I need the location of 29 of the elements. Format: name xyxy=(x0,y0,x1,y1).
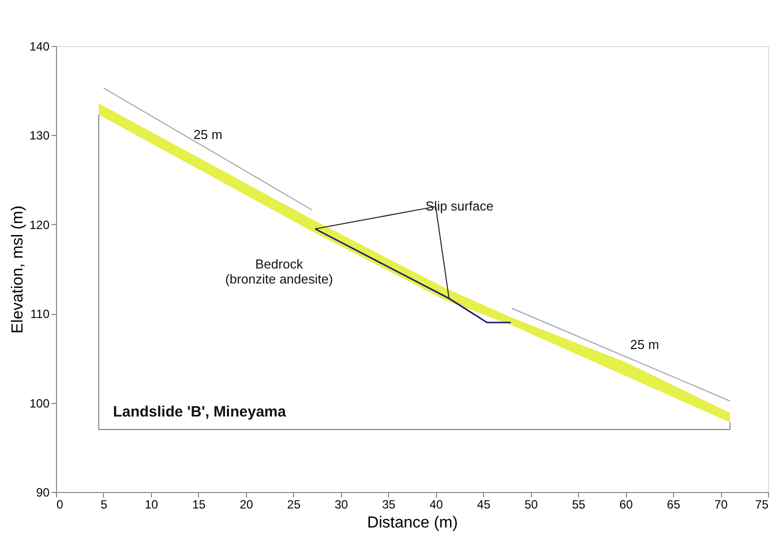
annotation: Landslide 'B', Mineyama xyxy=(112,404,287,421)
x-tick-label: 5 xyxy=(100,498,108,512)
x-tick-label: 30 xyxy=(334,498,348,512)
x-tick-label: 60 xyxy=(619,498,634,512)
x-tick-label: 45 xyxy=(477,498,491,512)
x-tick-label: 70 xyxy=(714,498,728,512)
x-tick-label: 55 xyxy=(572,498,586,512)
y-tick-label: 120 xyxy=(29,218,50,232)
y-tick-label: 140 xyxy=(29,40,50,54)
y-tick-label: 130 xyxy=(29,128,50,143)
x-tick-label: 25 xyxy=(287,498,301,512)
y-tick-label: 110 xyxy=(30,307,50,322)
y-tick-label: 100 xyxy=(29,396,50,410)
annotation: Slip surface xyxy=(426,198,494,214)
x-tick-label: 35 xyxy=(382,498,396,512)
x-tick-label: 20 xyxy=(240,498,254,512)
x-tick-label: 15 xyxy=(192,498,206,512)
y-tick-label: 90 xyxy=(36,486,50,500)
x-tick-label: 75 xyxy=(755,498,769,512)
x-tick-label: 0 xyxy=(56,498,64,512)
x-tick-label: 40 xyxy=(430,498,444,512)
x-axis-title: Distance (m) xyxy=(367,514,458,532)
x-tick-label: 10 xyxy=(144,498,158,512)
x-tick-label: 50 xyxy=(524,498,538,512)
x-tick-label: 65 xyxy=(666,498,681,512)
annotation: 25 m xyxy=(193,127,222,142)
y-axis-title: Elevation, msl (m) xyxy=(9,205,26,334)
annotation: 25 m xyxy=(630,336,660,352)
annotation: Bedrock (bronzite andesite) xyxy=(225,256,333,287)
